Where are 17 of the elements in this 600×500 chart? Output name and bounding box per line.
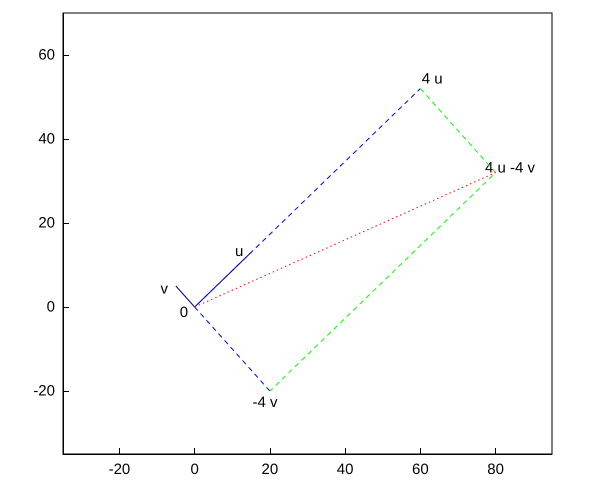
x-tick-label: 0 [190, 461, 199, 478]
annotation: u [234, 243, 244, 260]
x-tick-label: 60 [412, 461, 429, 478]
annotation: -4 v [252, 394, 278, 412]
annotation: 0 [180, 304, 188, 321]
x-tick-label: -20 [108, 461, 130, 478]
y-tick-label: 60 [38, 46, 55, 64]
y-tick-label: 40 [38, 130, 55, 148]
annotation: v [160, 280, 168, 298]
y-tick-label: -20 [33, 382, 55, 400]
annotation: 4 u [422, 70, 443, 88]
y-tick-label: 20 [38, 214, 55, 232]
x-tick-label: 20 [262, 461, 278, 478]
y-tick-label: 0 [46, 298, 55, 316]
x-tick-label: 40 [336, 461, 354, 478]
annotation: 4 u -4 v [484, 159, 536, 176]
x-tick-label: 80 [487, 461, 504, 478]
